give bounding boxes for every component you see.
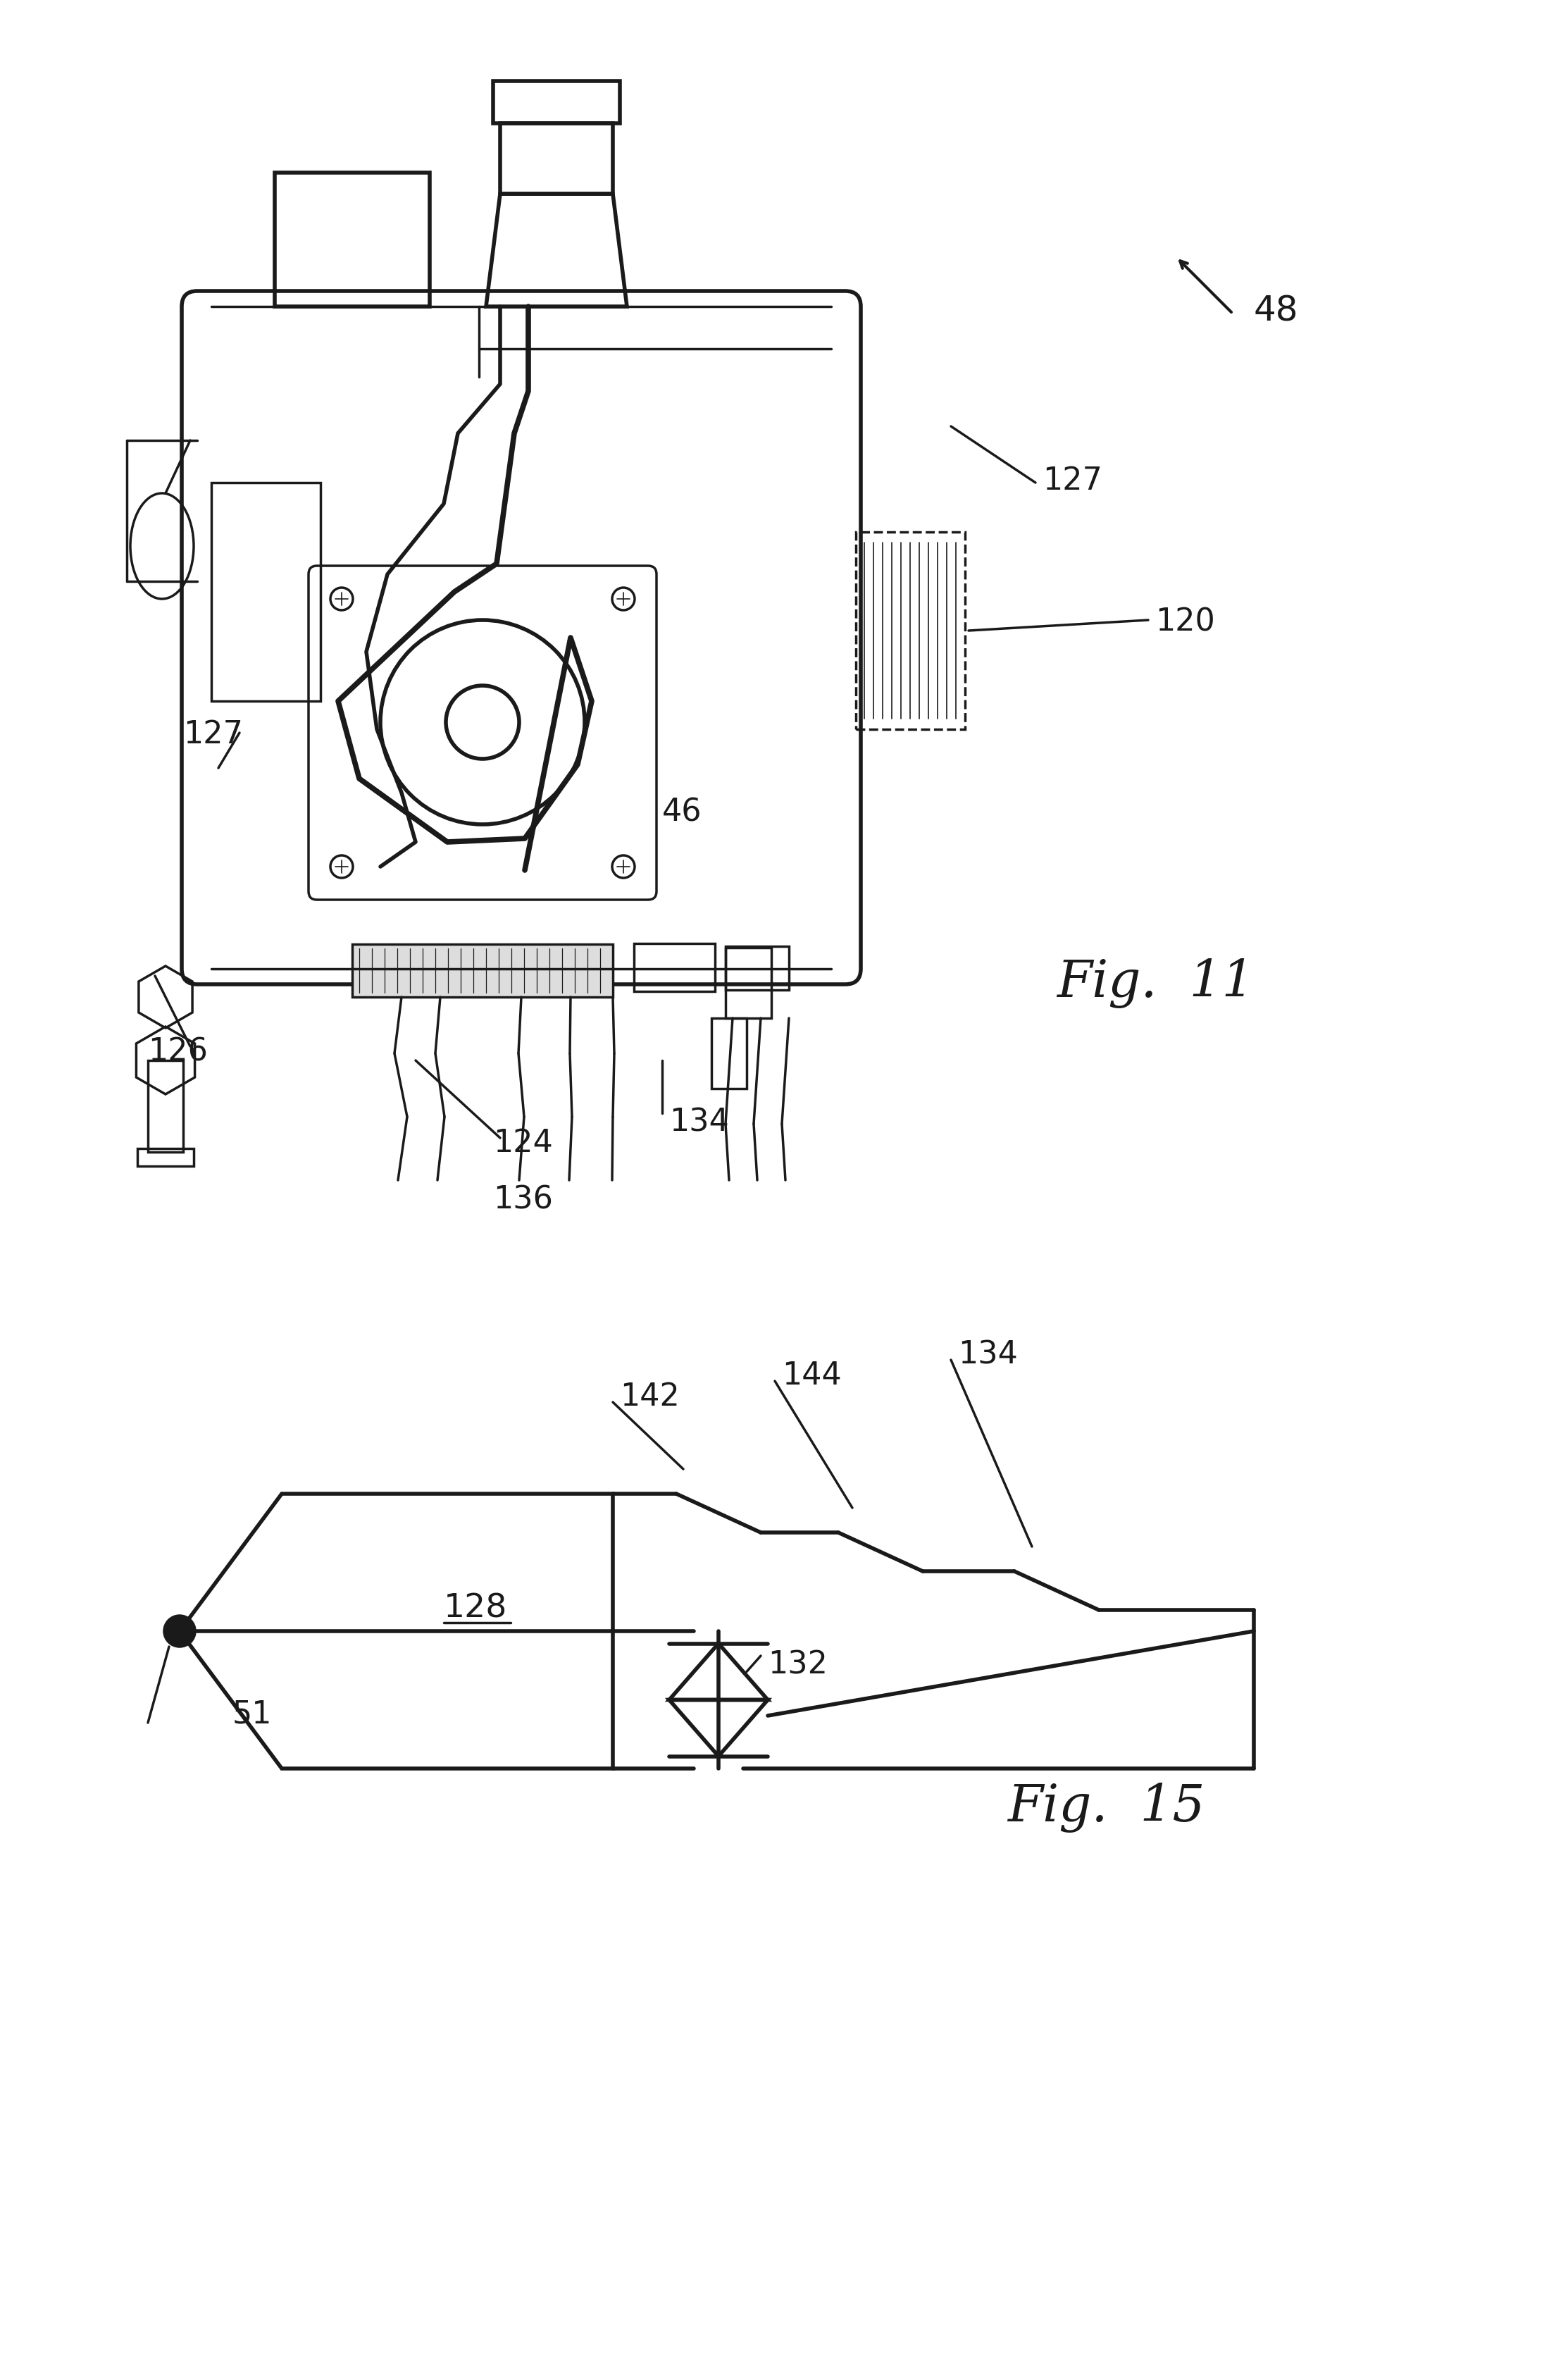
Bar bbox=[353, 944, 613, 996]
Bar bbox=[138, 1149, 194, 1165]
Bar bbox=[726, 946, 789, 989]
Bar bbox=[147, 1061, 183, 1151]
Text: 142: 142 bbox=[619, 1382, 679, 1413]
Text: 46: 46 bbox=[662, 797, 702, 828]
Text: 48: 48 bbox=[1254, 295, 1298, 328]
Text: 127: 127 bbox=[183, 721, 243, 749]
Circle shape bbox=[165, 1615, 194, 1646]
Bar bbox=[633, 944, 715, 992]
Bar bbox=[856, 533, 964, 730]
Text: 144: 144 bbox=[782, 1360, 842, 1391]
Text: 136: 136 bbox=[492, 1184, 554, 1215]
Text: 124: 124 bbox=[492, 1127, 554, 1158]
Bar bbox=[212, 483, 320, 702]
Text: 128: 128 bbox=[444, 1593, 508, 1624]
Text: 127: 127 bbox=[1043, 466, 1102, 497]
Text: 132: 132 bbox=[768, 1650, 828, 1679]
Bar bbox=[500, 124, 613, 193]
Text: Fig.  15: Fig. 15 bbox=[1007, 1784, 1204, 1833]
Bar bbox=[274, 174, 430, 307]
Text: 134: 134 bbox=[670, 1106, 729, 1137]
Bar bbox=[726, 949, 771, 1018]
Text: 51: 51 bbox=[232, 1698, 273, 1729]
Text: 126: 126 bbox=[147, 1037, 207, 1068]
Text: Fig.  11: Fig. 11 bbox=[1057, 958, 1254, 1008]
Text: 120: 120 bbox=[1156, 606, 1215, 637]
Bar bbox=[712, 1018, 746, 1089]
Bar bbox=[492, 81, 619, 124]
Text: 134: 134 bbox=[958, 1339, 1018, 1370]
